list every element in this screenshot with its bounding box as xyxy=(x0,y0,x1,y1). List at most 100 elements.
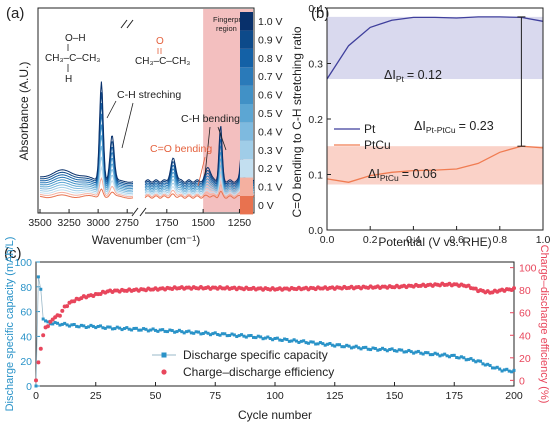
colorbar-label: 0.1 V xyxy=(258,182,283,194)
capacity-point xyxy=(213,331,217,335)
capacity-point xyxy=(137,328,141,332)
capacity-point xyxy=(385,349,389,353)
capacity-point xyxy=(256,334,260,338)
spectrum-low-wavenumber xyxy=(144,151,255,190)
isopropanol-chain: CH₃–C–CH₃ xyxy=(45,53,100,64)
capacity-point xyxy=(378,348,382,352)
panel-c-ytick-label: 80 xyxy=(20,282,32,294)
capacity-point xyxy=(512,368,516,372)
delta-diff-annotation: ΔIPt-PtCu = 0.23 xyxy=(414,119,494,135)
legend-capacity-marker xyxy=(161,352,167,358)
capacity-point xyxy=(287,339,291,343)
delta-pt-value: = 0.12 xyxy=(407,68,442,82)
capacity-point xyxy=(498,367,502,371)
capacity-point xyxy=(326,342,330,346)
capacity-point xyxy=(247,334,251,338)
capacity-point xyxy=(156,329,160,333)
capacity-point xyxy=(259,335,263,339)
efficiency-point xyxy=(512,286,516,291)
capacity-point xyxy=(36,275,40,279)
capacity-point xyxy=(402,350,406,354)
capacity-point xyxy=(77,325,81,329)
capacity-point xyxy=(467,357,471,361)
isopropanol-h: H xyxy=(65,74,72,85)
capacity-point xyxy=(103,326,107,330)
capacity-point xyxy=(177,328,181,332)
colorbar-swatch xyxy=(240,12,253,31)
capacity-point xyxy=(349,346,353,350)
legend-capacity-label: Discharge specific capacity xyxy=(183,348,328,362)
colorbar-swatch xyxy=(240,104,253,123)
acetone-structure: O CH₃–C–CH₃ xyxy=(135,36,190,67)
capacity-point xyxy=(115,325,119,329)
capacity-point xyxy=(412,351,416,355)
capacity-point xyxy=(302,339,306,343)
capacity-point xyxy=(438,354,442,358)
capacity-point xyxy=(450,353,454,357)
capacity-point xyxy=(462,356,466,360)
panel-a-xlabel: Wavenumber (cm⁻¹) xyxy=(92,233,201,247)
panel-c: (c) 0 25 50 75 100 125 150 175 200 0 20 40 60 80 100 0 2… xyxy=(4,237,550,422)
panel-c-y2tick-label: 60 xyxy=(519,308,531,320)
capacity-point xyxy=(447,355,451,359)
capacity-point xyxy=(510,370,514,374)
capacity-point xyxy=(316,342,320,346)
capacity-point xyxy=(56,321,60,325)
capacity-point xyxy=(318,341,322,345)
capacity-point xyxy=(328,341,332,345)
capacity-point xyxy=(471,358,475,362)
capacity-point xyxy=(352,345,356,349)
co-bending-label: C=O bending xyxy=(150,143,212,155)
panel-c-ytick-label: 20 xyxy=(20,356,32,368)
efficiency-point xyxy=(45,324,50,329)
efficiency-point xyxy=(38,346,43,351)
capacity-point xyxy=(168,328,172,332)
panel-c-ticks: 0 25 50 75 100 125 150 175 200 0 20 40 60 80 100 0 20 40 6… xyxy=(14,257,536,402)
capacity-point xyxy=(505,367,509,371)
capacity-point xyxy=(383,348,387,352)
isopropanol-structure: O–H CH₃–C–CH₃ H xyxy=(45,33,100,85)
panel-a-frame xyxy=(37,7,255,214)
capacity-point xyxy=(89,323,93,327)
capacity-point xyxy=(388,347,392,351)
capacity-point xyxy=(393,349,396,353)
capacity-point xyxy=(390,347,394,351)
panel-a-xtick-label: 2750 xyxy=(116,217,140,229)
capacity-point xyxy=(452,353,456,357)
capacity-point xyxy=(416,349,420,353)
capacity-point xyxy=(369,348,373,352)
capacity-point xyxy=(275,336,279,340)
capacity-point xyxy=(161,328,165,332)
spectrum-high-wavenumber xyxy=(39,113,134,188)
colorbar-label: 0.8 V xyxy=(258,53,283,65)
spectrum-high-wavenumber xyxy=(39,165,134,196)
colorbar-label: 0.6 V xyxy=(258,90,283,102)
delta-ptcu-annotation: ΔIPtCu = 0.06 xyxy=(368,167,437,183)
capacity-point xyxy=(175,330,179,334)
series-line-ptcu xyxy=(326,145,544,183)
panel-c-xtick-label: 175 xyxy=(445,390,463,402)
capacity-point xyxy=(273,336,277,340)
capacity-point xyxy=(189,331,193,335)
panel-c-xtick-label: 75 xyxy=(209,390,221,402)
legend-pt-label: Pt xyxy=(364,122,376,136)
capacity-point xyxy=(113,327,117,331)
panel-c-xtick-label: 25 xyxy=(90,390,102,402)
capacity-point xyxy=(311,340,315,344)
spectrum-low-wavenumber xyxy=(144,183,255,198)
panel-b-series xyxy=(326,16,544,183)
efficiency-point xyxy=(473,286,478,291)
capacity-point xyxy=(79,323,83,327)
panel-b-xlabel: Potential (V vs. RHE) xyxy=(378,235,491,249)
capacity-point xyxy=(208,333,212,337)
panel-c-xtick-label: 200 xyxy=(505,390,523,402)
panel-c-xtick-label: 125 xyxy=(326,390,344,402)
delta-diff-sub: Pt-PtCu xyxy=(426,125,456,135)
colorbar-swatch xyxy=(240,85,253,104)
spectrum-high-wavenumber xyxy=(39,135,134,191)
capacity-point xyxy=(216,333,220,337)
panel-c-y2tick-label: 100 xyxy=(519,263,537,275)
panel-a: (a) Fingerprint region 3500 3250 3000 2750 1… xyxy=(6,5,283,247)
axis-break-mark-1 xyxy=(131,207,139,217)
